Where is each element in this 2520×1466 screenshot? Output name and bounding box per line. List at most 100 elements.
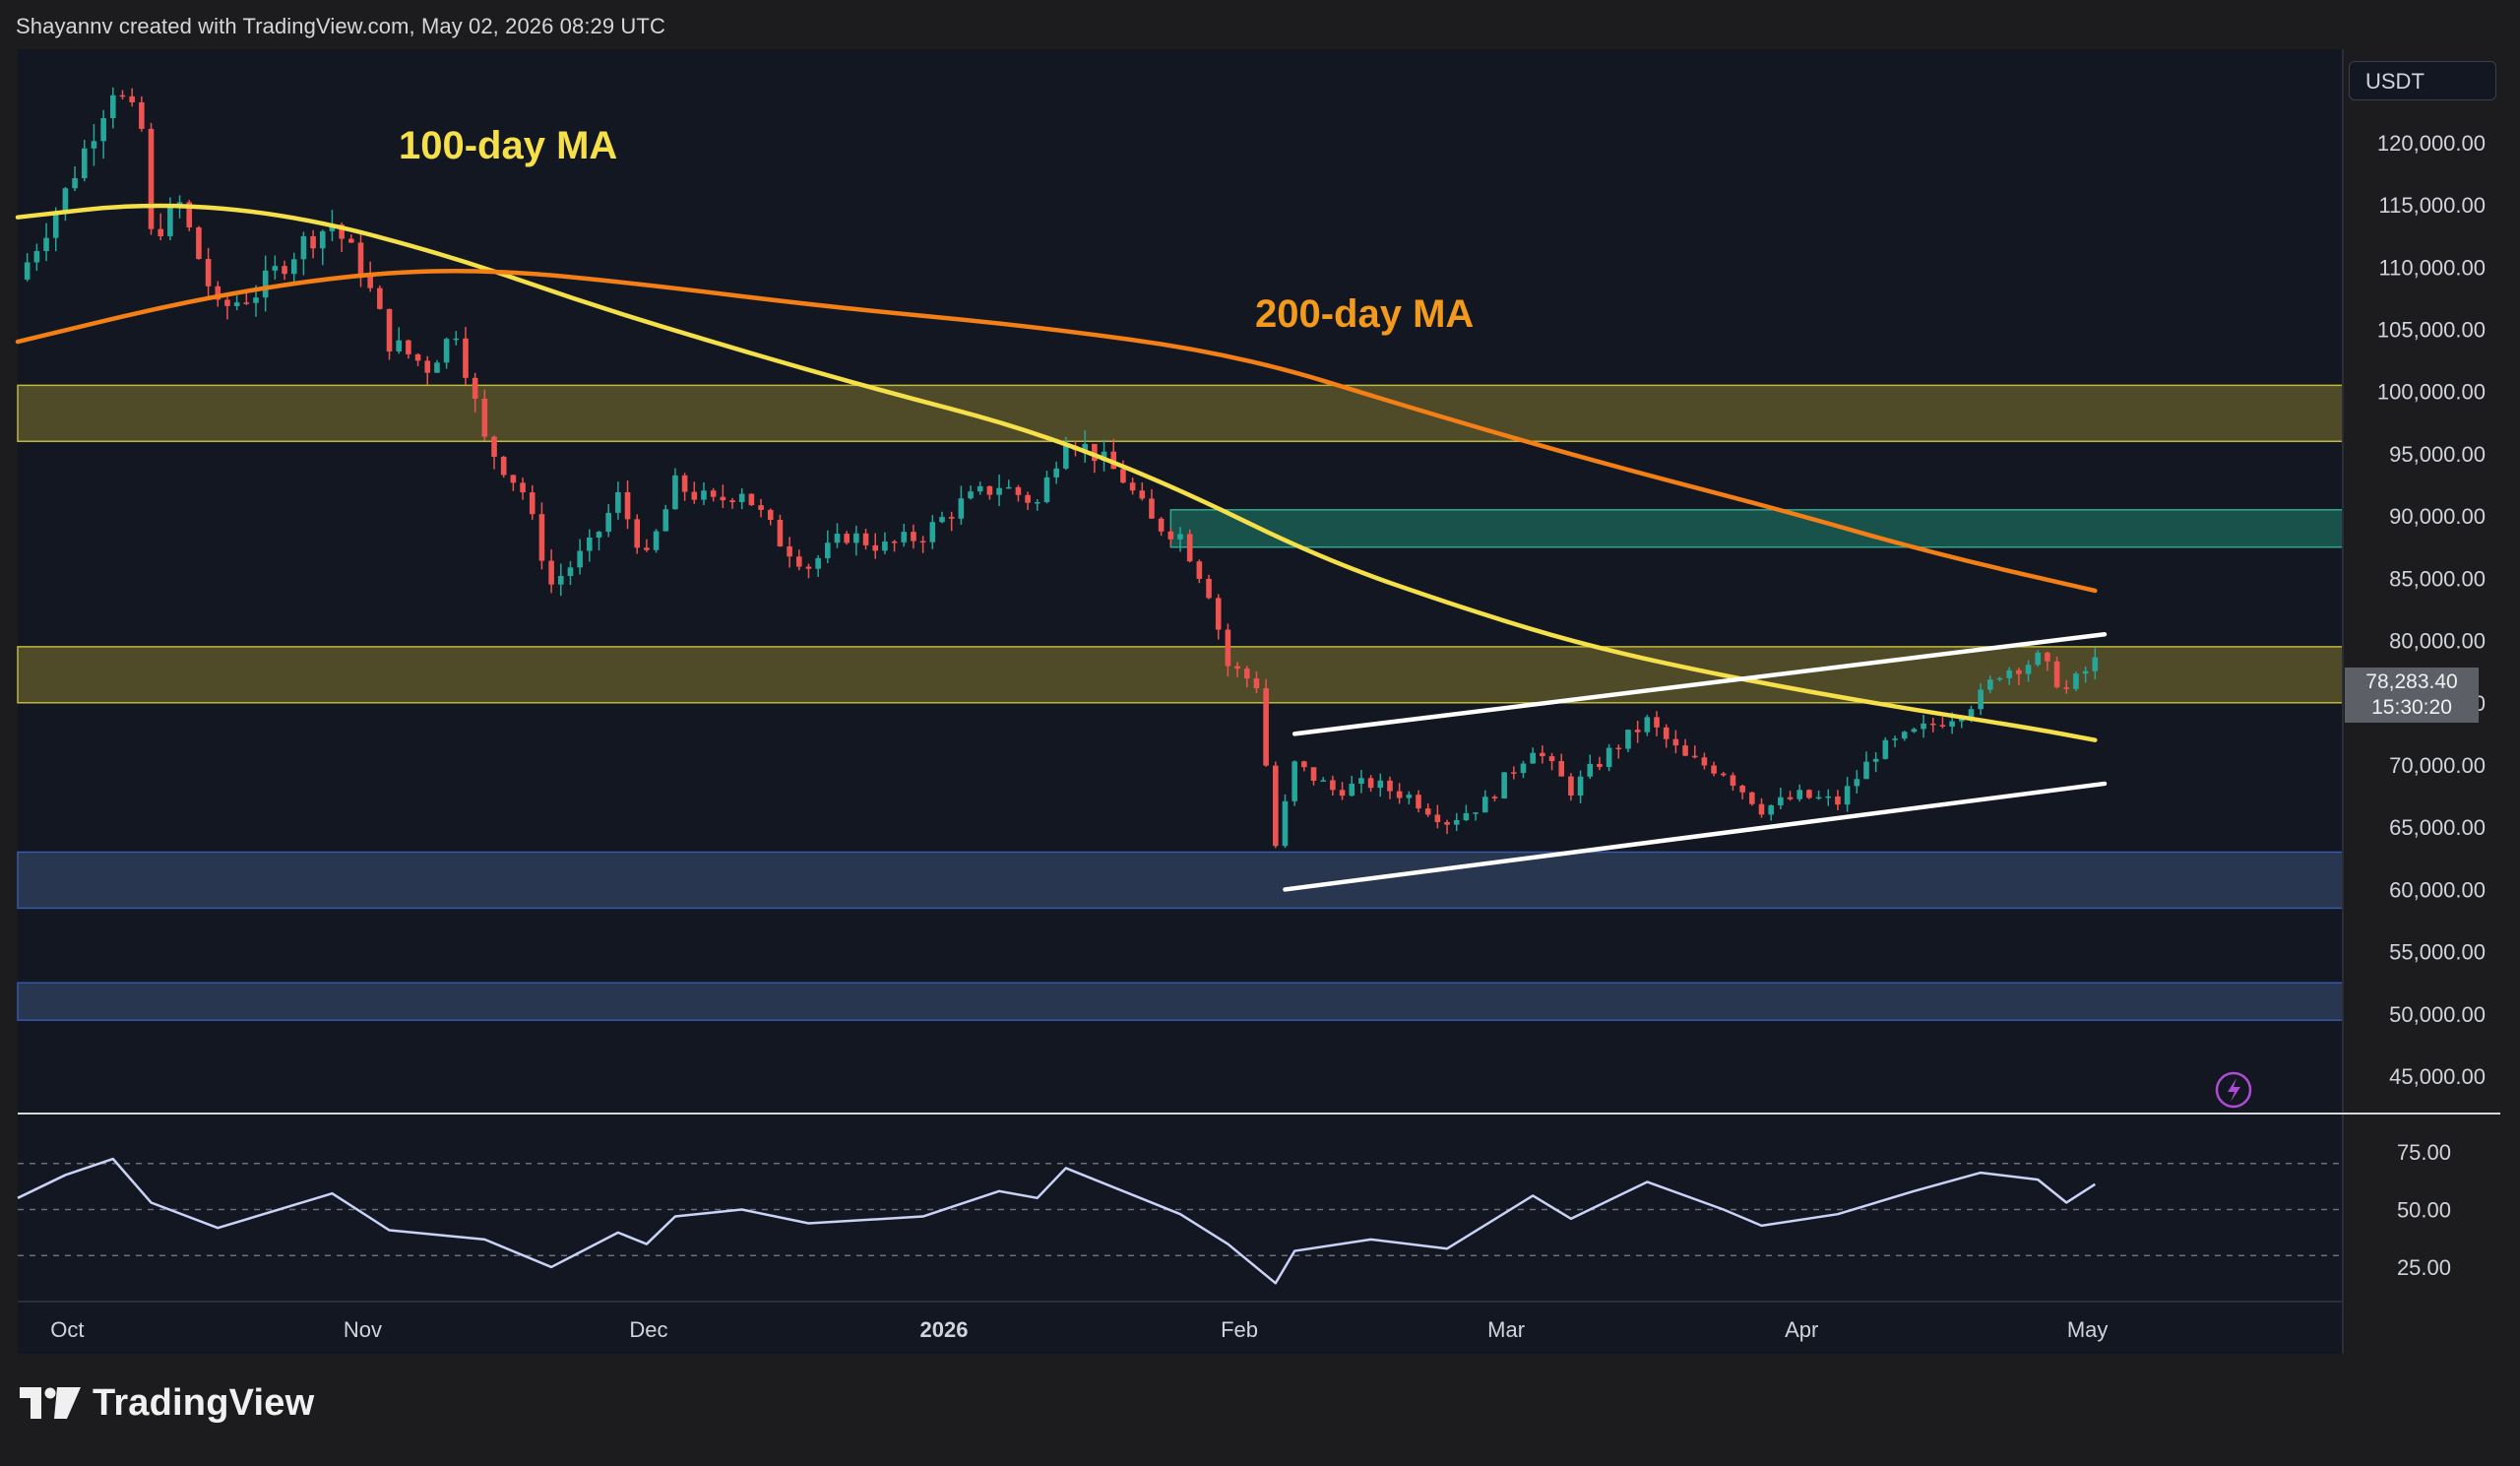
zone-supply-0 — [17, 384, 2344, 443]
candle-body — [1215, 598, 1222, 630]
candle — [24, 253, 31, 282]
candle — [129, 88, 135, 107]
candle-body — [1597, 763, 1603, 768]
zone-resistance-green-1 — [1169, 509, 2344, 548]
candle — [1473, 812, 1479, 821]
tradingview-brand[interactable]: TradingView — [20, 1382, 314, 1425]
candle — [577, 539, 583, 575]
candle-body — [357, 242, 364, 276]
candle — [300, 231, 307, 276]
candle-body — [872, 544, 879, 551]
candle — [2025, 660, 2032, 682]
candle-body — [1520, 763, 1527, 774]
candle — [1996, 676, 2003, 682]
time-tick-label: Nov — [344, 1317, 382, 1342]
candle — [1129, 478, 1136, 495]
candle — [644, 539, 650, 552]
candle — [748, 493, 755, 506]
candle-body — [62, 188, 69, 213]
candle — [205, 247, 212, 297]
candle — [1911, 727, 1918, 733]
candle-body — [1691, 755, 1698, 758]
candle-body — [1416, 795, 1421, 809]
candle — [1101, 439, 1107, 472]
time-tick-label: Dec — [629, 1317, 667, 1342]
candle-body — [2053, 661, 2060, 688]
candle-body — [1196, 561, 1203, 579]
candle-body — [548, 560, 554, 585]
time-tick-label: Mar — [1487, 1317, 1525, 1342]
candle-countdown: 15:30:20 — [2371, 696, 2452, 719]
candle — [1615, 744, 1622, 759]
candle-body — [644, 547, 650, 550]
candle-body — [958, 498, 965, 519]
candle — [1225, 623, 1231, 677]
candle-body — [1921, 723, 1926, 730]
zone-demand-3 — [17, 851, 2344, 910]
rsi-tick-label: 75.00 — [2397, 1140, 2451, 1165]
candle-body — [1758, 803, 1765, 815]
candle-body — [1730, 775, 1736, 786]
candle — [1282, 794, 1289, 849]
candle — [624, 479, 631, 530]
candle — [272, 255, 279, 281]
candle — [1691, 745, 1698, 759]
candle — [795, 549, 802, 571]
candle — [672, 468, 678, 510]
candle — [1825, 789, 1832, 806]
candle-body — [1444, 822, 1450, 825]
time-tick-label: 2026 — [920, 1317, 969, 1342]
rsi-indicator — [17, 1157, 2096, 1285]
candle — [386, 308, 393, 360]
candle — [148, 122, 155, 235]
ascending-channel — [1283, 631, 2108, 892]
chart-attribution: Shayannv created with TradingView.com, M… — [16, 14, 665, 38]
candle — [968, 485, 974, 500]
candle-body — [224, 299, 230, 306]
candle-body — [1101, 451, 1107, 462]
currency-selector[interactable]: USDT — [2349, 61, 2496, 100]
candle-body — [919, 541, 926, 543]
candle-body — [1158, 518, 1165, 532]
candle — [1663, 724, 1670, 748]
candle — [1758, 797, 1765, 818]
candle-body — [2045, 652, 2050, 662]
candle-body — [1367, 778, 1374, 789]
candle-body — [758, 505, 764, 510]
candle — [986, 485, 993, 500]
candle-body — [1892, 738, 1898, 740]
candle — [81, 139, 88, 182]
candle-body — [1186, 534, 1193, 562]
candle-body — [91, 141, 97, 149]
candle — [862, 529, 869, 550]
candle — [538, 502, 545, 570]
candle — [91, 124, 97, 166]
candle — [2016, 668, 2022, 685]
candle — [853, 525, 859, 556]
candle — [1330, 775, 1336, 796]
candle-body — [634, 519, 641, 548]
candle — [1787, 791, 1794, 801]
candle-body — [453, 338, 460, 341]
candle-body — [529, 492, 536, 515]
candle-body — [1092, 443, 1098, 462]
candle-body — [300, 235, 307, 260]
candle — [1349, 776, 1355, 797]
candle — [872, 533, 879, 559]
alert-icon[interactable] — [2215, 1071, 2252, 1109]
candle — [282, 260, 287, 281]
candle — [224, 292, 230, 320]
candle-body — [1540, 752, 1545, 757]
candle — [1778, 788, 1784, 810]
candle-body — [500, 456, 507, 476]
candle-body — [1854, 779, 1860, 787]
candle — [520, 478, 526, 500]
candle — [1644, 715, 1651, 736]
price-tick-label: 55,000.00 — [2389, 940, 2486, 965]
candle-body — [1768, 804, 1774, 815]
candle — [1339, 782, 1346, 800]
candle — [1320, 777, 1327, 782]
candle — [1987, 675, 1993, 693]
candle — [1558, 753, 1565, 777]
